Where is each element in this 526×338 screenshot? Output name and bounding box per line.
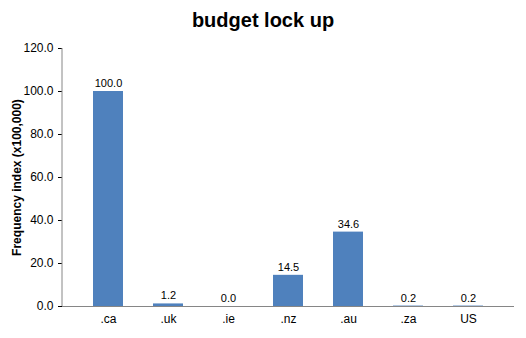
svg-text:0.2: 0.2 <box>401 292 416 304</box>
svg-text:.nz: .nz <box>280 312 296 326</box>
svg-text:.ie: .ie <box>222 312 235 326</box>
html-text:budget lock up: budget lock up <box>191 9 335 31</box>
svg-text:0.0: 0.0 <box>37 299 54 313</box>
svg-text:120.0: 120.0 <box>23 41 53 55</box>
svg-text:.au: .au <box>340 312 357 326</box>
svg-text:.ca: .ca <box>100 312 116 326</box>
svg-text:.za: .za <box>400 312 416 326</box>
svg-text:0.0: 0.0 <box>221 292 236 304</box>
svg-text:20.0: 20.0 <box>30 256 54 270</box>
svg-text:40.0: 40.0 <box>30 213 54 227</box>
svg-text:US: US <box>460 312 477 326</box>
svg-text:60.0: 60.0 <box>30 170 54 184</box>
svg-text:.uk: .uk <box>160 312 177 326</box>
svg-text:1.2: 1.2 <box>161 289 176 301</box>
svg-text:100.0: 100.0 <box>95 77 123 89</box>
svg-text:14.5: 14.5 <box>278 261 299 273</box>
svg-text:0.2: 0.2 <box>461 292 476 304</box>
svg-text:Frequency index (x100,000): Frequency index (x100,000) <box>10 99 24 256</box>
svg-text:80.0: 80.0 <box>30 127 54 141</box>
svg-text:100.0: 100.0 <box>23 84 53 98</box>
svg-text:34.6: 34.6 <box>338 218 359 230</box>
